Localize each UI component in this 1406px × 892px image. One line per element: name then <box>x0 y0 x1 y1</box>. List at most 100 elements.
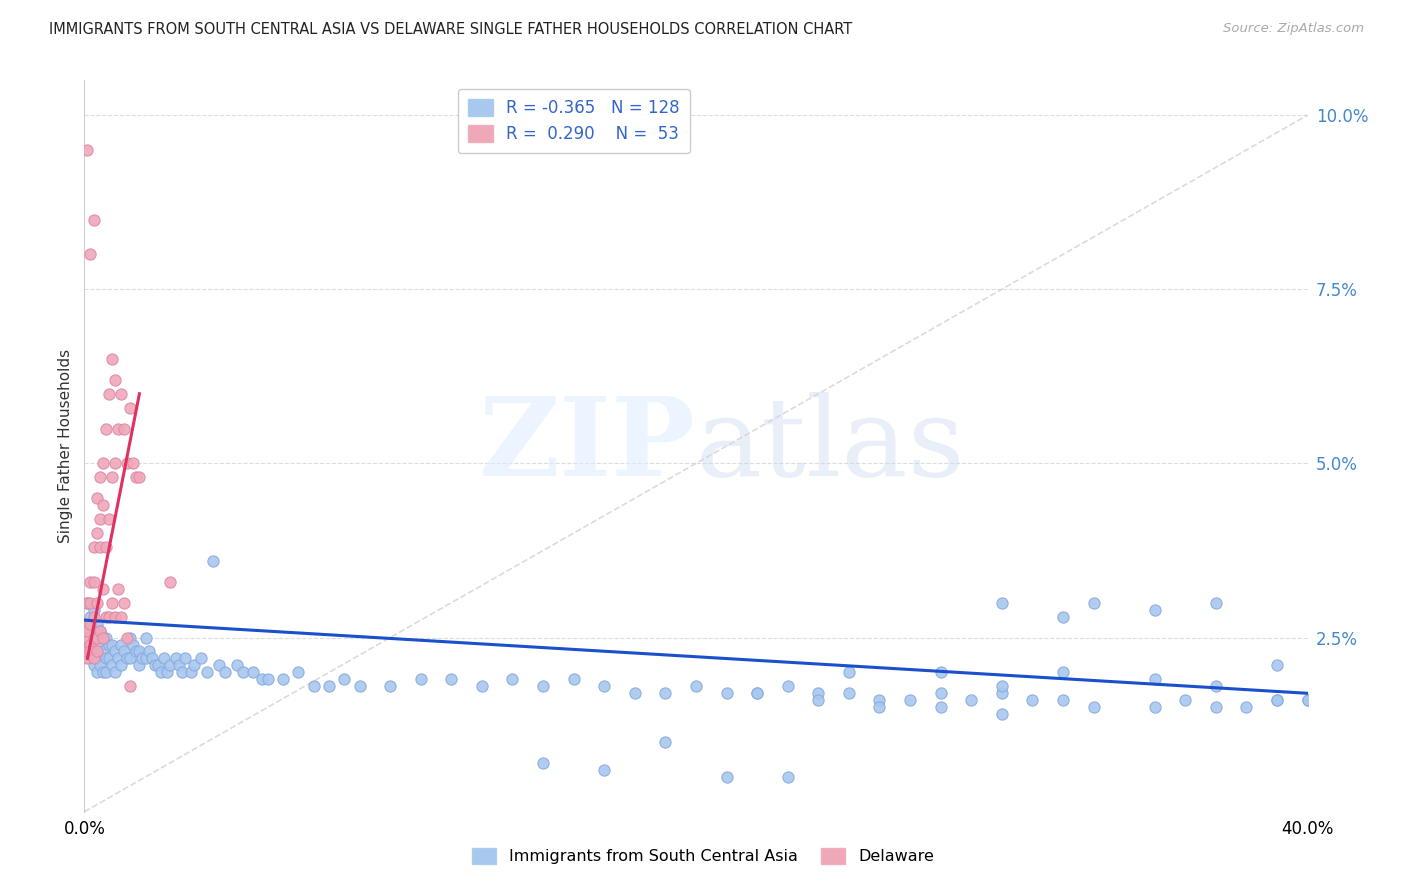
Point <box>89 658 111 673</box>
Point <box>104 609 127 624</box>
Point <box>318 679 340 693</box>
Point <box>110 609 132 624</box>
Point <box>110 386 132 401</box>
Point <box>79 638 101 652</box>
Point <box>242 665 264 680</box>
Point <box>190 651 212 665</box>
Point <box>333 673 356 687</box>
Point <box>110 638 132 652</box>
Point <box>991 707 1014 722</box>
Y-axis label: Single Father Households: Single Father Households <box>58 349 73 543</box>
Point <box>76 624 98 638</box>
Point <box>91 498 114 512</box>
Point <box>97 512 120 526</box>
Point <box>76 631 98 645</box>
Point <box>97 651 120 665</box>
Point <box>104 373 127 387</box>
Point <box>531 756 554 770</box>
Point <box>1052 665 1074 680</box>
Point <box>135 651 157 665</box>
Point <box>208 658 231 673</box>
Point <box>991 596 1014 610</box>
Point <box>76 631 98 645</box>
Point <box>1205 679 1227 693</box>
Point <box>1083 596 1105 610</box>
Point <box>83 574 105 589</box>
Point <box>593 763 616 777</box>
Point <box>502 673 524 687</box>
Point <box>898 693 921 707</box>
Point <box>1052 609 1074 624</box>
Point <box>747 686 769 700</box>
Text: Source: ZipAtlas.com: Source: ZipAtlas.com <box>1223 22 1364 36</box>
Point <box>79 247 101 261</box>
Point <box>201 554 224 568</box>
Point <box>86 644 108 658</box>
Point <box>960 693 983 707</box>
Point <box>86 616 108 631</box>
Point <box>159 574 181 589</box>
Point <box>101 351 124 366</box>
Point <box>91 665 114 680</box>
Point <box>1021 693 1043 707</box>
Point <box>83 624 105 638</box>
Point <box>94 540 117 554</box>
Point <box>76 596 98 610</box>
Point <box>112 596 135 610</box>
Point <box>79 609 101 624</box>
Text: IMMIGRANTS FROM SOUTH CENTRAL ASIA VS DELAWARE SINGLE FATHER HOUSEHOLDS CORRELAT: IMMIGRANTS FROM SOUTH CENTRAL ASIA VS DE… <box>49 22 852 37</box>
Point <box>101 658 124 673</box>
Point <box>79 616 101 631</box>
Point <box>929 686 952 700</box>
Point <box>531 679 554 693</box>
Point <box>1143 603 1166 617</box>
Point <box>302 679 325 693</box>
Point <box>471 679 494 693</box>
Point <box>91 631 114 645</box>
Point <box>83 603 105 617</box>
Point <box>89 638 111 652</box>
Point <box>76 644 98 658</box>
Point <box>79 624 101 638</box>
Point <box>83 609 105 624</box>
Legend: Immigrants from South Central Asia, Delaware: Immigrants from South Central Asia, Dela… <box>465 841 941 871</box>
Point <box>869 693 891 707</box>
Point <box>807 686 830 700</box>
Point <box>807 693 830 707</box>
Point <box>1052 693 1074 707</box>
Point <box>226 658 249 673</box>
Point <box>180 665 202 680</box>
Point <box>104 665 127 680</box>
Point <box>89 470 111 484</box>
Point <box>83 651 105 665</box>
Point <box>1174 693 1197 707</box>
Point <box>79 644 101 658</box>
Point <box>1143 700 1166 714</box>
Point <box>86 491 108 506</box>
Point <box>94 665 117 680</box>
Point <box>654 686 676 700</box>
Point <box>83 631 105 645</box>
Point <box>1205 700 1227 714</box>
Point <box>380 679 402 693</box>
Point <box>991 679 1014 693</box>
Point <box>120 401 142 415</box>
Point <box>83 212 105 227</box>
Point <box>838 686 860 700</box>
Point <box>257 673 280 687</box>
Point <box>94 651 117 665</box>
Point <box>86 631 108 645</box>
Point <box>83 644 105 658</box>
Point <box>101 470 124 484</box>
Point <box>107 421 129 435</box>
Point <box>349 679 371 693</box>
Point <box>250 673 273 687</box>
Point <box>128 658 150 673</box>
Point <box>138 644 160 658</box>
Point <box>838 665 860 680</box>
Point <box>232 665 254 680</box>
Point <box>128 470 150 484</box>
Point <box>115 631 138 645</box>
Point <box>156 665 179 680</box>
Point <box>89 540 111 554</box>
